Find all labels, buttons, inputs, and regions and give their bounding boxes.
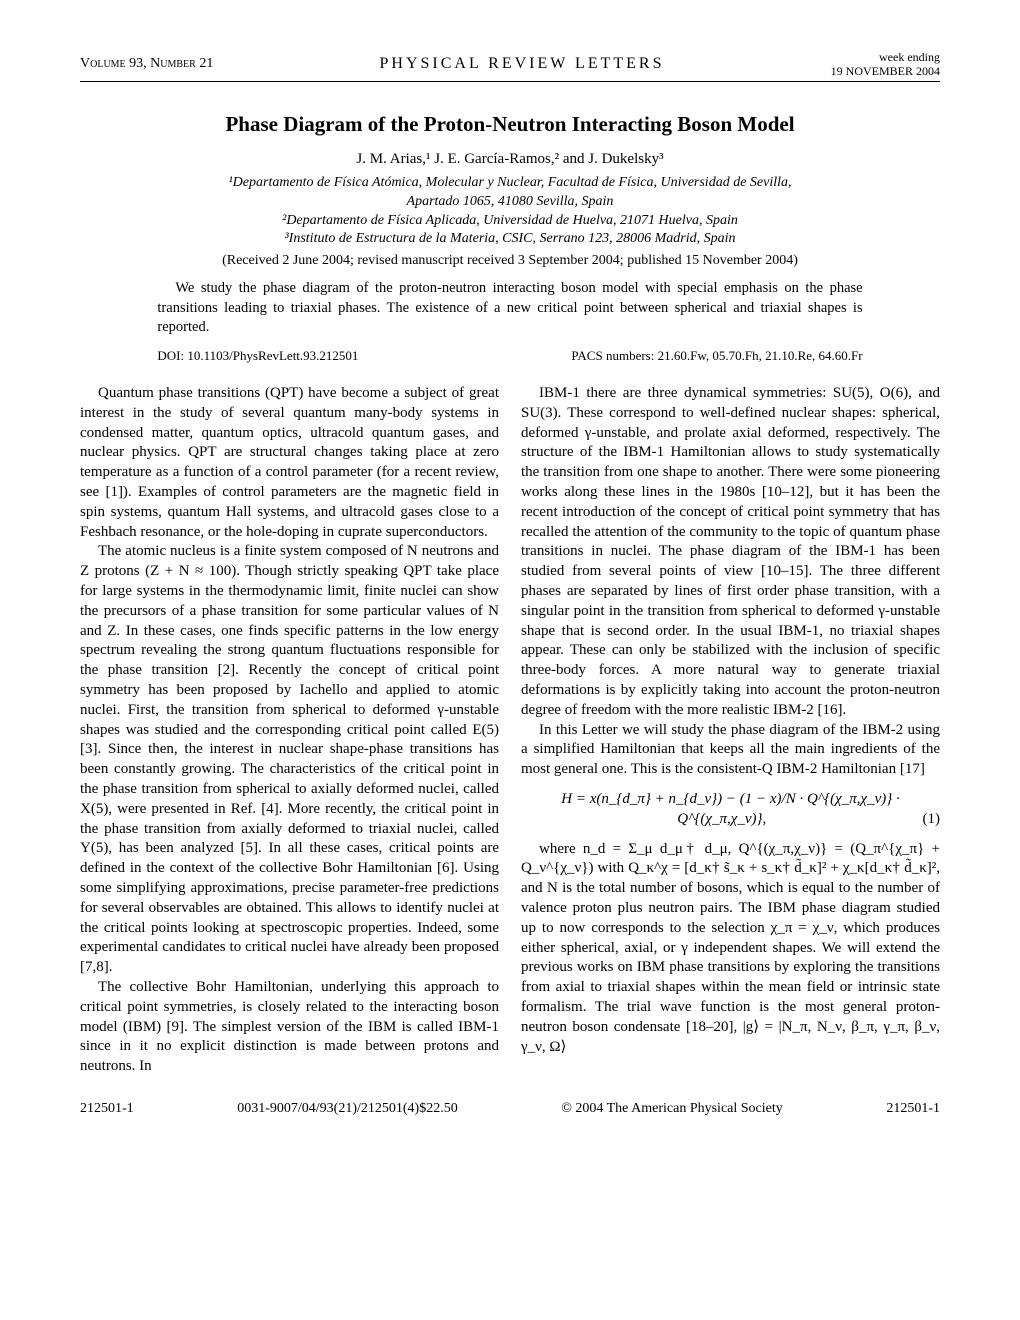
body-paragraph: where n_d = Σ_μ d_μ† d_μ, Q^{(χ_π,χ_ν)} … bbox=[521, 840, 940, 1058]
article-title: Phase Diagram of the Proton-Neutron Inte… bbox=[80, 112, 940, 137]
body-columns: Quantum phase transitions (QPT) have bec… bbox=[80, 384, 940, 1077]
page: Volume 93, Number 21 PHYSICAL REVIEW LET… bbox=[0, 0, 1020, 1157]
identifier-row: DOI: 10.1103/PhysRevLett.93.212501 PACS … bbox=[157, 348, 862, 364]
body-paragraph: In this Letter we will study the phase d… bbox=[521, 721, 940, 780]
author-list: J. M. Arias,¹ J. E. García-Ramos,² and J… bbox=[80, 151, 940, 168]
affiliation-3: ³Instituto de Estructura de la Materia, … bbox=[80, 230, 940, 249]
doi: DOI: 10.1103/PhysRevLett.93.212501 bbox=[157, 348, 358, 364]
footer-copyright: © 2004 The American Physical Society bbox=[561, 1101, 783, 1117]
equation-1: H = x(n_{d_π} + n_{d_ν}) − (1 − x)/N · Q… bbox=[521, 790, 940, 830]
affiliation-1b: Apartado 1065, 41080 Sevilla, Spain bbox=[80, 193, 940, 212]
footer-page-right: 212501-1 bbox=[886, 1101, 940, 1117]
header-journal: PHYSICAL REVIEW LETTERS bbox=[380, 55, 665, 73]
footer-code: 0031-9007/04/93(21)/212501(4)$22.50 bbox=[237, 1101, 457, 1117]
abstract: We study the phase diagram of the proton… bbox=[157, 279, 862, 338]
header-issue-date: 19 NOVEMBER 2004 bbox=[831, 64, 940, 78]
pacs-numbers: PACS numbers: 21.60.Fw, 05.70.Fh, 21.10.… bbox=[571, 348, 862, 364]
affiliation-1: ¹Departamento de Física Atómica, Molecul… bbox=[80, 174, 940, 193]
affiliation-2: ²Departamento de Física Aplicada, Univer… bbox=[80, 212, 940, 231]
received-line: (Received 2 June 2004; revised manuscrip… bbox=[80, 253, 940, 269]
header-week-ending: week ending bbox=[831, 50, 940, 64]
body-paragraph: The collective Bohr Hamiltonian, underly… bbox=[80, 978, 499, 1077]
body-paragraph: The atomic nucleus is a finite system co… bbox=[80, 542, 499, 978]
left-column: Quantum phase transitions (QPT) have bec… bbox=[80, 384, 499, 1077]
equation-content: H = x(n_{d_π} + n_{d_ν}) − (1 − x)/N · Q… bbox=[561, 791, 899, 827]
footer-page-left: 212501-1 bbox=[80, 1101, 134, 1117]
body-paragraph: IBM-1 there are three dynamical symmetri… bbox=[521, 384, 940, 721]
running-header: Volume 93, Number 21 PHYSICAL REVIEW LET… bbox=[80, 50, 940, 82]
equation-number: (1) bbox=[923, 810, 941, 830]
body-paragraph: Quantum phase transitions (QPT) have bec… bbox=[80, 384, 499, 542]
header-date: week ending 19 NOVEMBER 2004 bbox=[831, 50, 940, 79]
header-volume: Volume 93, Number 21 bbox=[80, 56, 213, 72]
right-column: IBM-1 there are three dynamical symmetri… bbox=[521, 384, 940, 1077]
page-footer: 212501-1 0031-9007/04/93(21)/212501(4)$2… bbox=[80, 1101, 940, 1117]
